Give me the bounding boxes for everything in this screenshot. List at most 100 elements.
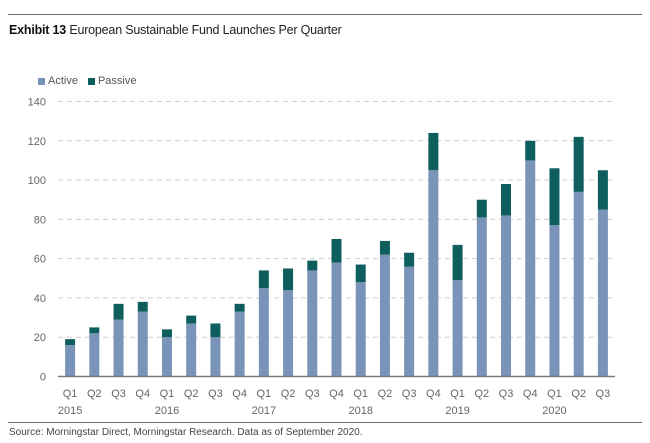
bar-passive xyxy=(307,260,318,271)
bottom-rule xyxy=(8,422,642,423)
x-tick-label: Q4 xyxy=(135,388,150,400)
bar-active xyxy=(452,280,463,377)
bar-passive xyxy=(234,303,245,312)
bar-active xyxy=(283,290,294,377)
x-year-label: 2015 xyxy=(58,405,82,417)
y-tick-label: 80 xyxy=(34,214,46,226)
bar-active xyxy=(137,311,148,377)
bar-passive xyxy=(476,199,487,218)
bar-passive xyxy=(258,270,269,289)
bar-active xyxy=(210,337,221,377)
legend-swatch-active xyxy=(38,77,45,85)
legend-item-active: Active xyxy=(38,75,78,87)
x-tick-label: Q4 xyxy=(426,388,441,400)
bar-active xyxy=(234,311,245,377)
bar-active xyxy=(89,333,100,377)
bar-active xyxy=(549,225,560,377)
bar-active xyxy=(501,215,512,377)
bar-passive xyxy=(525,140,536,161)
y-tick-label: 100 xyxy=(28,175,46,187)
x-year-label: 2016 xyxy=(155,405,179,417)
x-tick-label: Q4 xyxy=(523,388,538,400)
bar-passive xyxy=(452,244,463,281)
title-text: European Sustainable Fund Launches Per Q… xyxy=(69,23,342,37)
x-tick-label: Q2 xyxy=(378,388,393,400)
x-tick-label: Q3 xyxy=(499,388,514,400)
y-tick-label: 60 xyxy=(34,254,46,266)
exhibit-label: Exhibit 13 xyxy=(9,23,67,37)
bar-passive xyxy=(161,329,172,338)
bar-passive xyxy=(549,168,560,226)
y-tick-label: 20 xyxy=(34,332,46,344)
bar-passive xyxy=(210,323,221,338)
bar-passive xyxy=(404,252,415,267)
gridlines xyxy=(58,101,615,338)
bar-active xyxy=(476,217,487,377)
bar-passive xyxy=(597,170,608,210)
x-tick-label: Q4 xyxy=(329,388,344,400)
x-tick-label: Q3 xyxy=(596,388,611,400)
x-tick-label: Q3 xyxy=(208,388,223,400)
y-tick-label: 0 xyxy=(40,372,46,384)
y-tick-label: 40 xyxy=(34,293,46,305)
bar-active xyxy=(113,319,124,377)
x-year-label: 2020 xyxy=(542,405,566,417)
bars xyxy=(65,132,608,377)
x-year-label: 2019 xyxy=(445,405,469,417)
bar-active xyxy=(525,160,536,377)
x-tick-label: Q4 xyxy=(232,388,247,400)
x-year-label: 2017 xyxy=(252,405,276,417)
bar-passive xyxy=(379,240,390,255)
y-tick-label: 140 xyxy=(28,97,46,109)
legend-label-passive: Passive xyxy=(97,75,137,87)
x-tick-label: Q2 xyxy=(184,388,199,400)
bar-active xyxy=(573,191,584,377)
bar-active xyxy=(331,262,342,377)
bar-passive xyxy=(137,301,148,312)
bar-passive xyxy=(113,303,124,320)
bar-active xyxy=(186,323,197,377)
bar-passive xyxy=(501,184,512,216)
bar-passive xyxy=(65,339,76,346)
x-tick-label: Q2 xyxy=(281,388,296,400)
x-axis: Q1 Q2 Q3 Q4 Q1 Q2 Q3 Q4 Q1 Q2 Q3 Q4 Q1 Q2 Q3 Q4 Q1 Q2 Q3 Q4… xyxy=(58,375,615,417)
legend-label-active: Active xyxy=(48,75,78,87)
legend: Active Passive xyxy=(38,75,137,87)
y-axis-ticks: 0 20 40 60 80 100 120 140 xyxy=(28,97,46,384)
legend-swatch-passive xyxy=(87,77,95,85)
bar-passive xyxy=(89,327,100,334)
bar-passive xyxy=(283,268,294,291)
bar-active xyxy=(428,170,439,377)
top-rule xyxy=(8,14,642,15)
x-year-label: 2018 xyxy=(348,405,372,417)
x-tick-label: Q1 xyxy=(257,388,272,400)
bar-active xyxy=(65,345,76,377)
x-tick-label: Q1 xyxy=(353,388,368,400)
bar-passive xyxy=(428,132,439,171)
bar-active xyxy=(379,254,390,377)
bar-passive xyxy=(355,264,366,283)
bar-active xyxy=(307,270,318,377)
source-note: Source: Morningstar Direct, Morningstar … xyxy=(9,427,363,438)
y-tick-label: 120 xyxy=(28,136,46,148)
bar-active xyxy=(597,209,608,377)
x-tick-label: Q2 xyxy=(87,388,102,400)
x-tick-label: Q1 xyxy=(547,388,562,400)
chart-title: Exhibit 13 European Sustainable Fund Lau… xyxy=(9,23,342,37)
bar-passive xyxy=(331,239,342,263)
bar-active xyxy=(355,282,366,377)
bar-active xyxy=(404,266,415,377)
x-tick-label: Q2 xyxy=(571,388,586,400)
x-tick-label: Q3 xyxy=(305,388,320,400)
x-tick-label: Q1 xyxy=(160,388,175,400)
bar-active xyxy=(161,337,172,377)
bar-passive xyxy=(573,136,584,192)
legend-item-passive: Passive xyxy=(87,75,137,87)
x-tick-label: Q1 xyxy=(450,388,465,400)
bar-active xyxy=(258,288,269,377)
x-tick-label: Q1 xyxy=(63,388,78,400)
x-tick-label: Q2 xyxy=(474,388,489,400)
bar-passive xyxy=(186,315,197,324)
x-tick-label: Q3 xyxy=(402,388,417,400)
